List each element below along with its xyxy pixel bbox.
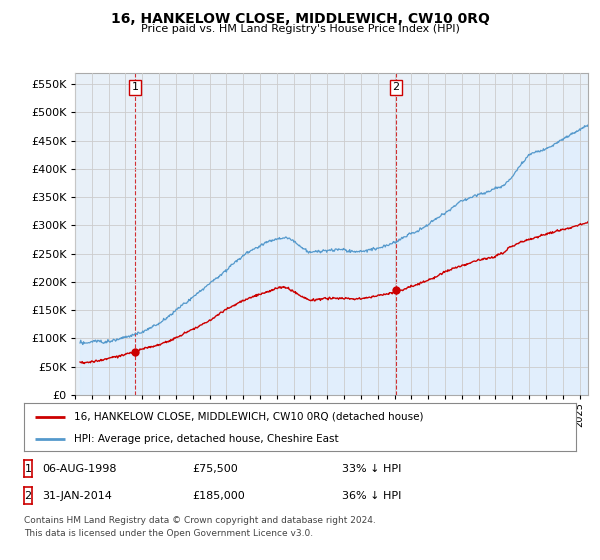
Text: 2: 2 — [25, 491, 31, 501]
Text: £185,000: £185,000 — [192, 491, 245, 501]
Text: 33% ↓ HPI: 33% ↓ HPI — [342, 464, 401, 474]
Text: 1: 1 — [132, 82, 139, 92]
Text: This data is licensed under the Open Government Licence v3.0.: This data is licensed under the Open Gov… — [24, 529, 313, 538]
Text: 2: 2 — [392, 82, 400, 92]
Text: 31-JAN-2014: 31-JAN-2014 — [42, 491, 112, 501]
Text: 16, HANKELOW CLOSE, MIDDLEWICH, CW10 0RQ: 16, HANKELOW CLOSE, MIDDLEWICH, CW10 0RQ — [110, 12, 490, 26]
Text: 06-AUG-1998: 06-AUG-1998 — [42, 464, 116, 474]
Text: £75,500: £75,500 — [192, 464, 238, 474]
Text: HPI: Average price, detached house, Cheshire East: HPI: Average price, detached house, Ches… — [74, 434, 338, 444]
Text: 16, HANKELOW CLOSE, MIDDLEWICH, CW10 0RQ (detached house): 16, HANKELOW CLOSE, MIDDLEWICH, CW10 0RQ… — [74, 412, 423, 422]
Text: 1: 1 — [25, 464, 31, 474]
Text: Price paid vs. HM Land Registry's House Price Index (HPI): Price paid vs. HM Land Registry's House … — [140, 24, 460, 34]
Text: Contains HM Land Registry data © Crown copyright and database right 2024.: Contains HM Land Registry data © Crown c… — [24, 516, 376, 525]
Text: 36% ↓ HPI: 36% ↓ HPI — [342, 491, 401, 501]
